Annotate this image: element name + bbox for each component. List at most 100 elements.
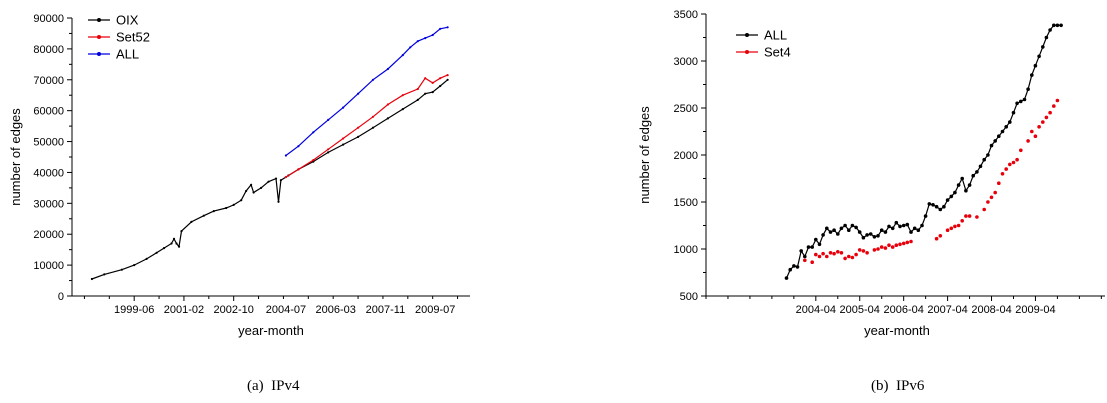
series-line-all (285, 26, 448, 156)
series-line-all (785, 24, 1062, 279)
data-point-set4 (1048, 110, 1052, 115)
data-point-all (876, 234, 880, 238)
data-point-set4 (1055, 98, 1060, 103)
data-point-all (971, 173, 975, 178)
x-tick-label: 2008-04 (971, 304, 1011, 316)
x-tick-label: 2004-04 (796, 304, 836, 316)
data-point-oix (225, 206, 228, 210)
data-point-set52 (386, 103, 389, 106)
data-point-all (416, 40, 419, 43)
data-point-all (799, 249, 803, 253)
data-point-all (1041, 45, 1045, 49)
data-point-all (898, 224, 902, 229)
data-point-all (934, 204, 939, 209)
data-point-all (810, 245, 814, 249)
x-tick-label: 2005-04 (840, 304, 880, 316)
data-point-oix (103, 273, 106, 276)
data-point-all (788, 267, 792, 272)
data-point-all (1044, 35, 1049, 40)
data-point-all (357, 92, 360, 95)
data-point-set4 (832, 251, 836, 256)
data-point-set4 (934, 236, 939, 241)
data-point-set4 (879, 245, 884, 249)
data-point-oix (212, 210, 215, 213)
data-point-set4 (901, 241, 906, 246)
data-point-set4 (1044, 115, 1049, 120)
data-point-set52 (446, 74, 449, 77)
chart-ipv4: 0 10000 20000 30000 40000 50000 60000 70000 8000… (8, 13, 470, 338)
y-tick-label: 90000 (33, 13, 64, 25)
data-point-all (967, 183, 972, 187)
x-tick-label: 2009-07 (415, 304, 455, 316)
data-point-all (312, 131, 315, 134)
data-point-set4 (814, 252, 818, 257)
data-point-all (1030, 73, 1034, 77)
data-point-all (371, 78, 375, 81)
data-point-oix (120, 268, 123, 271)
data-point-set4 (887, 243, 891, 247)
x-tick-label: 2004-07 (266, 304, 306, 316)
data-point-set4 (964, 214, 968, 218)
data-point-all (857, 230, 862, 234)
data-point-oix (250, 183, 253, 186)
legend-label-all: ALL (116, 47, 139, 62)
x-tick-label: 1999-06 (114, 304, 154, 316)
caption-ipv4: (a) IPv4 (247, 378, 300, 394)
data-point-all (836, 232, 840, 236)
y-tick-label: 10000 (33, 260, 64, 272)
data-point-set4 (1019, 148, 1023, 153)
data-point-oix (202, 214, 205, 217)
data-point-set4 (1011, 160, 1016, 165)
data-point-all (909, 230, 913, 234)
data-point-oix (342, 143, 345, 146)
data-point-set52 (416, 87, 419, 91)
data-point-oix (240, 199, 243, 202)
data-point-set52 (297, 168, 300, 171)
x-tick-label: 2007-04 (927, 304, 967, 316)
data-point-oix (133, 264, 136, 267)
data-point-all (828, 230, 833, 234)
data-point-oix (260, 186, 263, 189)
data-point-set4 (803, 258, 807, 263)
data-point-set4 (1000, 172, 1005, 176)
data-point-all (879, 228, 884, 232)
data-point-oix (172, 237, 176, 240)
data-point-set4 (821, 251, 825, 256)
data-point-all (975, 170, 979, 174)
y-tick-label: 0 (58, 291, 64, 303)
data-point-set4 (986, 200, 990, 204)
data-point-all (923, 214, 928, 218)
x-tick-label: 2002-10 (214, 304, 254, 316)
data-point-oix (431, 91, 434, 94)
legend-label-set4: Set4 (764, 45, 791, 60)
data-point-all (1000, 129, 1005, 134)
y-tick-label: 3000 (674, 56, 698, 68)
data-point-set4 (956, 223, 961, 228)
data-point-set4 (861, 249, 866, 253)
data-point-all (865, 233, 869, 237)
data-point-set52 (424, 77, 427, 80)
data-point-set52 (327, 148, 330, 151)
y-tick-label: 20000 (33, 229, 64, 241)
data-point-all (945, 198, 950, 202)
data-point-all (989, 143, 994, 148)
x-tick-label: 2001-02 (164, 304, 204, 316)
data-point-set52 (371, 115, 375, 118)
data-point-set4 (854, 252, 858, 257)
data-point-set4 (993, 190, 997, 195)
data-point-all (1015, 101, 1019, 106)
data-point-set4 (894, 243, 899, 247)
y-axis-title: number of edges (637, 106, 652, 204)
data-point-set4 (825, 254, 829, 259)
data-point-set52 (431, 81, 434, 84)
data-point-all (887, 224, 891, 229)
data-point-all (942, 204, 946, 209)
data-point-set52 (284, 176, 287, 179)
data-point-all (960, 176, 964, 181)
data-point-all (894, 220, 899, 225)
data-point-all (949, 194, 954, 199)
legend-label-all: ALL (764, 28, 787, 43)
x-tick-label: 2006-04 (883, 304, 923, 316)
data-point-set4 (810, 260, 814, 265)
data-point-all (825, 226, 829, 231)
